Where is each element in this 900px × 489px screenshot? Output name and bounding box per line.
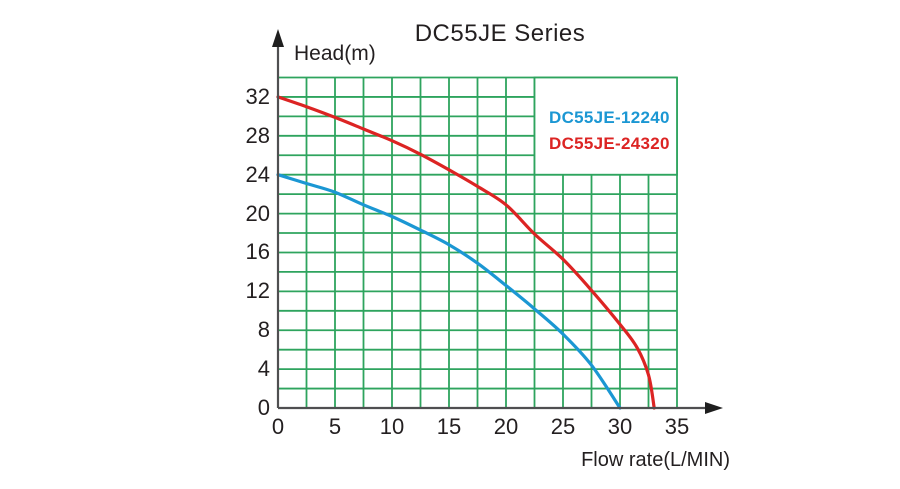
legend-box [533,76,678,176]
x-tick-label: 35 [664,414,690,439]
x-axis-title: Flow rate(L/MIN) [581,449,730,471]
x-tick-label: 20 [493,414,519,439]
chart-title: DC55JE Series [414,20,586,47]
y-tick-label: 4 [257,356,270,382]
x-tick-label: 15 [436,414,462,439]
y-tick-label: 8 [257,317,270,343]
y-tick-label: 16 [245,239,270,265]
legend-item-series-1: DC55JE-12240 [549,108,670,127]
x-tick-label: 30 [607,414,633,439]
y-axis-arrow-icon [272,29,284,47]
y-tick-label: 12 [245,278,270,304]
y-tick-label: 24 [245,161,270,187]
y-tick-label: 32 [245,83,270,109]
x-tick-label: 25 [550,414,576,439]
series-curve-2 [276,95,656,410]
x-tick-label: 10 [379,414,405,439]
legend-item-series-2: DC55JE-24320 [549,134,670,153]
x-axis-arrow-icon [705,402,723,414]
y-tick-label: 0 [257,395,270,420]
x-tick-label: 5 [328,414,342,439]
y-tick-label: 28 [245,122,270,148]
x-tick-label: 0 [271,414,285,439]
y-tick-label: 20 [245,200,270,226]
series-curve-1 [276,173,622,410]
y-axis-title: Head(m) [294,42,376,65]
